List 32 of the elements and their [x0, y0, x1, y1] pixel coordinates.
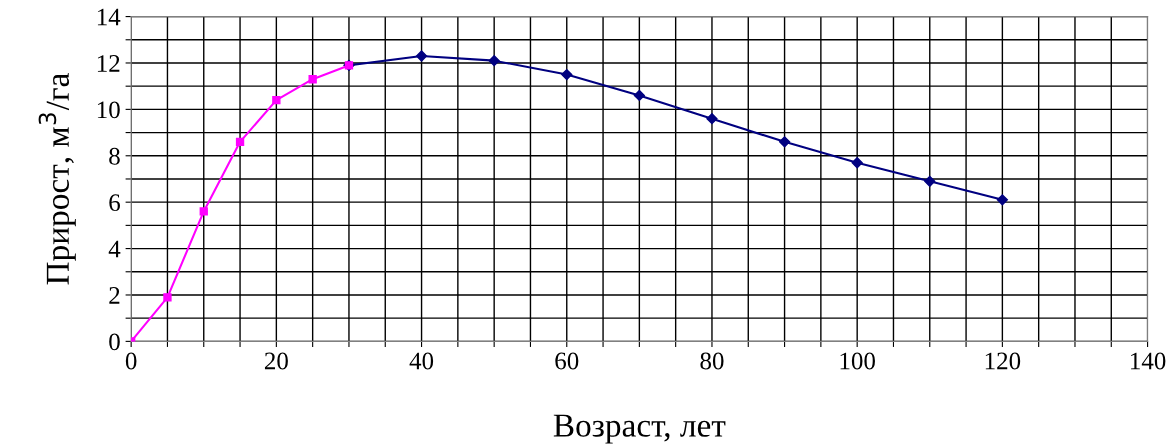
y-axis-title: Прирост, м$^{3}$/га: [38, 73, 76, 285]
x-tick-label: 120: [985, 352, 1021, 370]
x-tick-label: 80: [700, 352, 724, 370]
point: [415, 50, 428, 62]
point: [561, 68, 573, 81]
point: [706, 113, 718, 125]
x-tick-label: 100: [840, 352, 875, 370]
point: [235, 137, 245, 147]
y-tick-label: 12: [97, 55, 120, 72]
y-tick-label: 0: [109, 333, 120, 351]
y-tick-label: 4: [108, 240, 121, 258]
point: [924, 175, 936, 187]
point: [163, 293, 172, 302]
y-tick-label: 8: [109, 147, 120, 165]
x-tick-label: 140: [1131, 352, 1166, 370]
point: [778, 136, 791, 148]
point: [633, 89, 645, 102]
point: [272, 95, 281, 105]
point: [199, 207, 208, 216]
x-tick-label: 0: [125, 352, 137, 370]
point: [308, 75, 317, 84]
x-tick-label: 60: [555, 352, 579, 370]
point: [851, 157, 863, 169]
point: [996, 194, 1008, 206]
x-tick-label: 40: [409, 352, 434, 370]
y-tick-label: 2: [109, 287, 120, 304]
y-tick-label: 6: [109, 194, 120, 212]
y-tick-label: 10: [97, 101, 120, 119]
x-tick-label: 20: [264, 352, 288, 370]
y-tick-label: 14: [97, 8, 121, 26]
x-axis-title: Возраст, лет: [553, 414, 726, 444]
point: [488, 55, 500, 67]
